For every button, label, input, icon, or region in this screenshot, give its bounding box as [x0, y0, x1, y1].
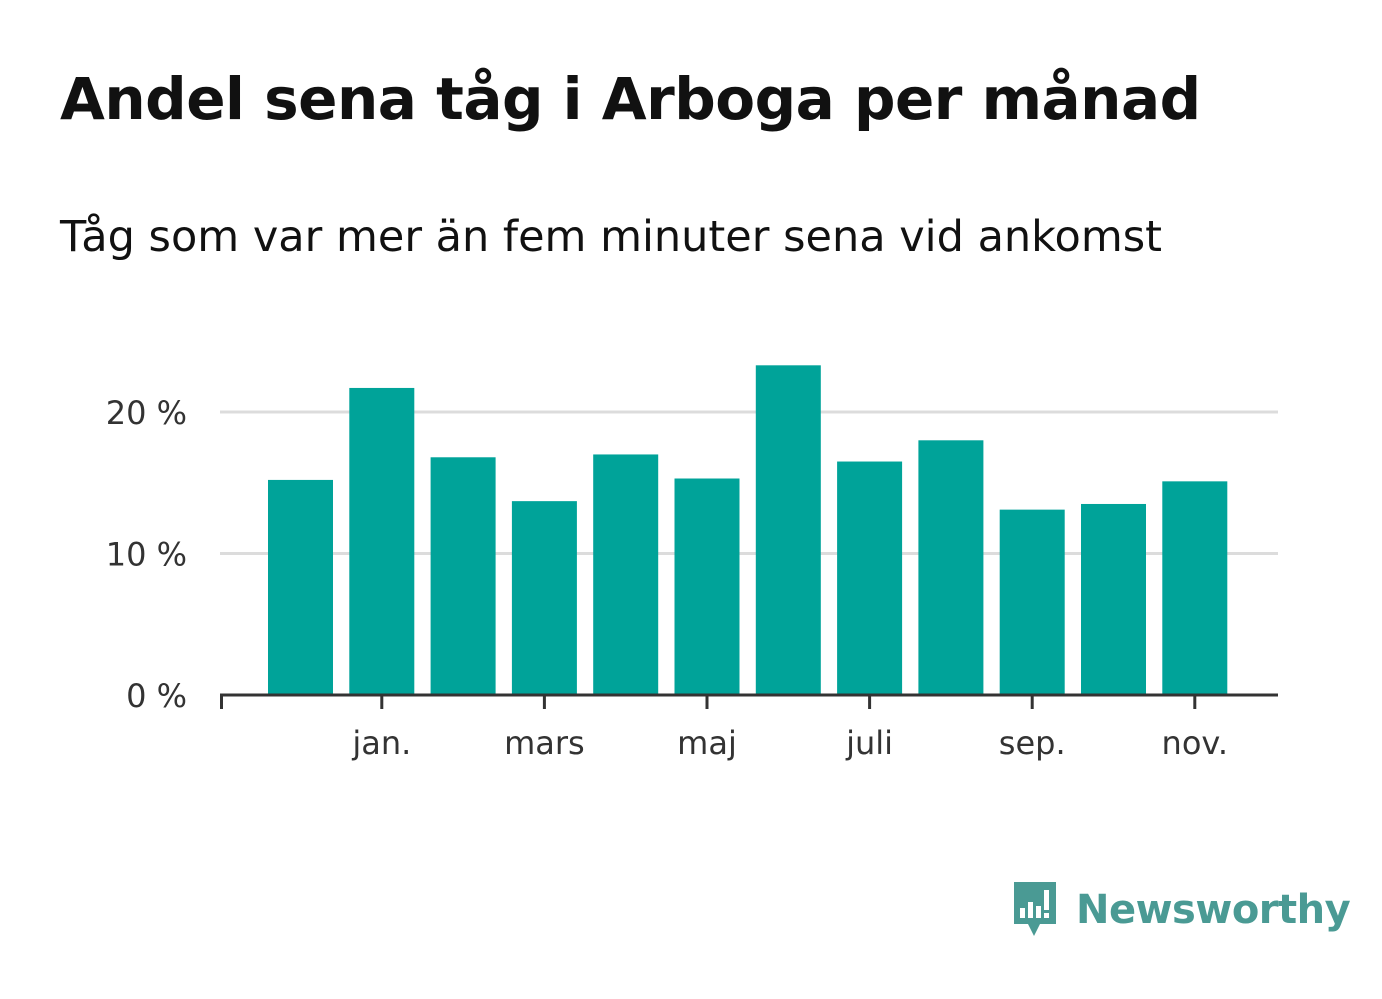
- bar: [1081, 503, 1146, 695]
- x-tick-label: sep.: [999, 724, 1066, 762]
- bar: [837, 461, 903, 695]
- x-tick-label: nov.: [1162, 724, 1228, 762]
- bar: [1162, 481, 1228, 695]
- bar: [511, 501, 577, 695]
- logo-text: Newsworthy: [1076, 887, 1351, 933]
- bar: [999, 509, 1065, 695]
- bar: [674, 478, 740, 695]
- bar: [349, 387, 415, 695]
- bar: [918, 440, 984, 695]
- bar: [593, 454, 659, 695]
- y-tick-label: 0 %: [126, 677, 187, 715]
- newsworthy-logo: Newsworthy: [1010, 878, 1351, 942]
- x-tick-label: mars: [504, 724, 585, 762]
- newsworthy-chart-bubble-icon: [1010, 878, 1060, 942]
- y-tick-label: 20 %: [106, 394, 187, 432]
- bar: [755, 365, 821, 695]
- bar: [268, 479, 333, 695]
- bar: [430, 457, 496, 695]
- x-tick-label: juli: [845, 724, 893, 762]
- y-tick-label: 10 %: [106, 536, 187, 574]
- chart-title: Andel sena tåg i Arboga per månad: [60, 65, 1201, 133]
- x-tick-label: maj: [677, 724, 737, 762]
- chart-subtitle: Tåg som var mer än fem minuter sena vid …: [60, 212, 1163, 262]
- x-tick-label: jan.: [351, 724, 411, 762]
